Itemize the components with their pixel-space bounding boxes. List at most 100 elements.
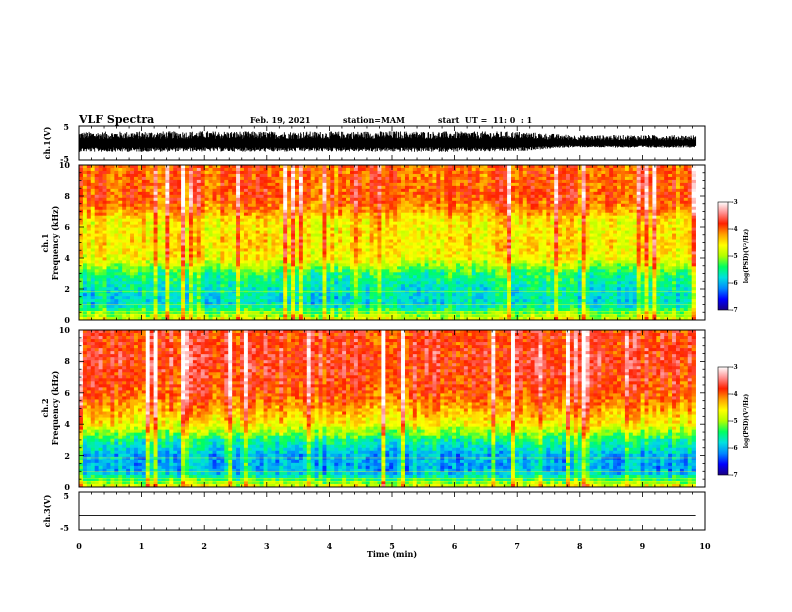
ch1-spectrogram-cell: [346, 260, 351, 264]
ch1-spectrogram-cell: [326, 212, 331, 217]
ch1-spectrogram-cell: [326, 284, 331, 288]
ch1-spectrogram-cell: [365, 173, 370, 178]
ch1-spectrogram-cell: [259, 269, 264, 273]
ch1-spectrogram-cell: [428, 266, 433, 270]
ch1-spectrogram-cell: [224, 165, 229, 169]
ch1-spectrogram-cell: [440, 224, 445, 228]
ch1-spectrogram-cell: [247, 290, 253, 294]
ch1-spectrogram-cell: [145, 299, 151, 303]
ch1-spectrogram-cell: [208, 281, 213, 285]
ch1-spectrogram-cell: [342, 293, 347, 297]
ch1-spectrogram-cell: [161, 293, 166, 297]
ch1-spectrogram-cell: [228, 197, 233, 202]
ch1-spectrogram-cell: [106, 245, 111, 249]
ch1-spectrogram-cell: [177, 218, 182, 222]
ch1-spectrogram-cell: [440, 227, 445, 231]
ch1-spectrogram-cell: [137, 179, 143, 184]
ch1-spectrogram-cell: [267, 185, 272, 190]
ch1-spectrogram-cell: [385, 179, 390, 184]
ch1-spectrogram-cell: [314, 254, 319, 258]
ch1-spectrogram-cell: [94, 212, 99, 217]
ch1-spectrogram-cell: [259, 179, 264, 184]
ch1-spectrogram-cell: [145, 209, 151, 214]
ch1-spectrogram-cell: [381, 173, 386, 178]
ch1-spectrogram-cell: [216, 281, 221, 285]
ch1-spectrogram-cell: [106, 299, 111, 303]
ch1-spectrogram-cell: [141, 266, 147, 270]
ch1-spectrogram-cell: [401, 165, 406, 169]
ch1-spectrogram-cell: [381, 179, 386, 184]
ch1-spectrogram-cell: [432, 182, 437, 187]
ch1-spectrogram-cell: [169, 215, 174, 219]
ch1-spectrogram-cell: [153, 194, 158, 199]
ch1-spectrogram-cell: [298, 197, 304, 202]
ch1-spectrogram-cell: [240, 176, 245, 181]
ch1-spectrogram-cell: [137, 251, 143, 255]
ch1-spectrogram-cell: [141, 182, 147, 187]
ch1-spectrogram-cell: [314, 251, 319, 255]
ch1-spectrogram-cell: [79, 254, 84, 258]
ch1-spectrogram-cell: [137, 218, 143, 222]
ch1-spectrogram-cell: [381, 215, 386, 219]
ch1-spectrogram-cell: [82, 227, 88, 231]
ch1-spectrogram-cell: [188, 293, 194, 297]
ch1-spectrogram-cell: [185, 257, 190, 261]
ch1-spectrogram-cell: [173, 299, 178, 303]
ch1-spectrogram-cell: [353, 269, 359, 273]
ch1-spectrogram-cell: [110, 278, 115, 282]
ch1-spectrogram-cell: [133, 317, 139, 321]
ch1-spectrogram-cell: [401, 293, 406, 297]
ch1-spectrogram-cell: [322, 299, 327, 303]
ch1-spectrogram-cell: [220, 215, 225, 219]
ch1-spectrogram-cell: [263, 239, 268, 243]
ch1-spectrogram-cell: [126, 281, 131, 285]
ch1-spectrogram-cell: [330, 302, 335, 306]
ch1-spectrogram-cell: [385, 275, 390, 279]
ch1-spectrogram-cell: [295, 215, 300, 219]
ch1-spectrogram-cell: [153, 251, 158, 255]
ch1-spectrogram-cell: [291, 275, 296, 279]
ch1-spectrogram-cell: [424, 281, 429, 285]
ch1-spectrogram-cell: [196, 275, 202, 279]
ch1-spectrogram-cell: [157, 305, 162, 309]
ch1-spectrogram-cell: [263, 245, 268, 249]
ch1-spectrogram-cell: [298, 179, 304, 184]
ch1-spectrogram-cell: [86, 239, 92, 243]
ch1-spectrogram-cell: [133, 260, 139, 264]
ch1-spectrogram-cell: [122, 242, 127, 246]
ch1-spectrogram-cell: [338, 206, 343, 211]
ch1-spectrogram-cell: [279, 245, 284, 249]
ch1-spectrogram-cell: [440, 266, 445, 270]
ch1-spectrogram-cell: [196, 284, 202, 288]
ch1-spectrogram-cell: [149, 176, 154, 181]
ch1-spectrogram-cell: [110, 296, 115, 300]
ch1-spectrogram-cell: [102, 230, 107, 234]
ch1-spectrogram-cell: [440, 296, 445, 300]
ch1-spectrogram-cell: [216, 182, 221, 187]
ch1-spectrogram-cell: [330, 272, 335, 276]
ch1-spectrogram-cell: [204, 284, 209, 288]
ch1-spectrogram-cell: [295, 293, 300, 297]
ch1-spectrogram-cell: [389, 245, 394, 249]
ch1-spectrogram-cell: [342, 165, 347, 169]
ch1-spectrogram-cell: [279, 248, 284, 252]
ch1-spectrogram-cell: [110, 194, 115, 199]
ch1-spectrogram-cell: [334, 302, 339, 306]
ch1-spectrogram-cell: [310, 173, 315, 178]
ch1-spectrogram-cell: [334, 242, 339, 246]
ch1-spectrogram-cell: [326, 275, 331, 279]
ch1-spectrogram-cell: [247, 263, 253, 267]
ch1-spectrogram-cell: [118, 209, 123, 214]
ch1-spectrogram-cell: [161, 281, 166, 285]
ch1-spectrogram-cell: [436, 314, 441, 318]
ch1-spectrogram-cell: [247, 308, 253, 312]
ch1-spectrogram-cell: [240, 197, 245, 202]
ch1-spectrogram-cell: [240, 165, 245, 169]
ch1-spectrogram-cell: [110, 165, 115, 169]
ch1-spectrogram-cell: [373, 173, 378, 178]
ch1-spectrogram-cell: [228, 227, 233, 231]
ch1-spectrogram-cell: [90, 314, 96, 318]
ch1-spectrogram-cell: [377, 308, 382, 312]
ch1-spectrogram-cell: [322, 314, 327, 318]
ch1-spectrogram-cell: [216, 191, 221, 196]
